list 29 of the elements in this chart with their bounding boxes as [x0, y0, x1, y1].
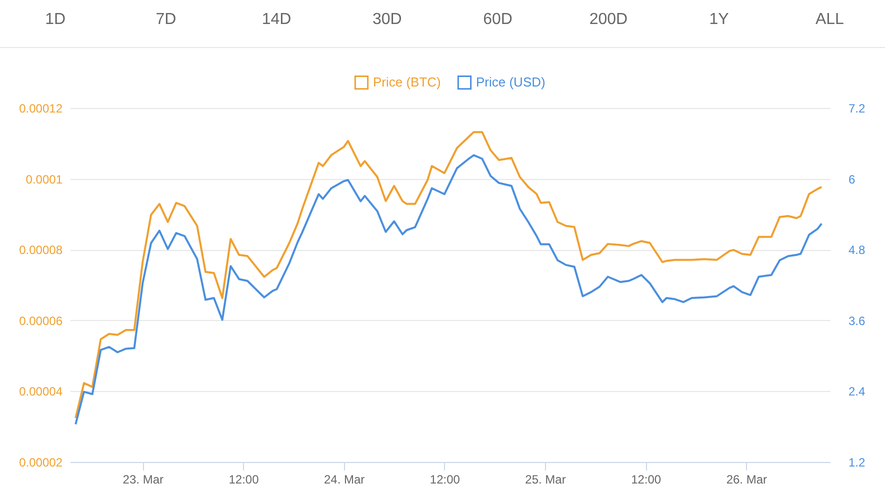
y2-tick-label: 2.4 — [848, 384, 866, 399]
y-tick-label: 0.00002 — [19, 456, 63, 470]
y2-tick-label: 3.6 — [848, 314, 866, 328]
text: ALL — [814, 10, 845, 30]
y-tick-label: 0.00008 — [19, 243, 63, 258]
y-tick-label: 0.00012 — [19, 102, 63, 116]
legend-label: Price (BTC) — [373, 74, 441, 90]
x-tick-label: 24. Mar — [324, 472, 365, 486]
x-tick-label: 23. Mar — [122, 472, 164, 486]
y2-tick-label: 6 — [848, 172, 856, 186]
text: 200D — [588, 10, 629, 30]
text: 14D — [260, 10, 292, 30]
text: 30D — [372, 10, 403, 30]
text: 60D — [482, 10, 514, 30]
y2-tick-label: 7.2 — [848, 102, 866, 116]
x-tick-label: 12:00 — [228, 472, 260, 486]
y2-tick-label: 1.2 — [848, 456, 866, 470]
y-tick-label: 0.0001 — [26, 172, 63, 186]
legend-label: Price (USD) — [476, 74, 546, 90]
x-tick-label: 12:00 — [430, 472, 460, 486]
x-tick-label: 12:00 — [631, 472, 662, 486]
y2-tick-label: 4.8 — [848, 243, 866, 258]
y-tick-label: 0.00006 — [19, 314, 63, 328]
x-tick-label: 26. Mar — [726, 472, 768, 486]
text: 1Y — [708, 10, 730, 30]
y-tick-label: 0.00004 — [19, 384, 63, 399]
x-tick-label: 25. Mar — [525, 472, 566, 486]
text: 1D — [44, 10, 67, 30]
text: 7D — [154, 10, 178, 30]
